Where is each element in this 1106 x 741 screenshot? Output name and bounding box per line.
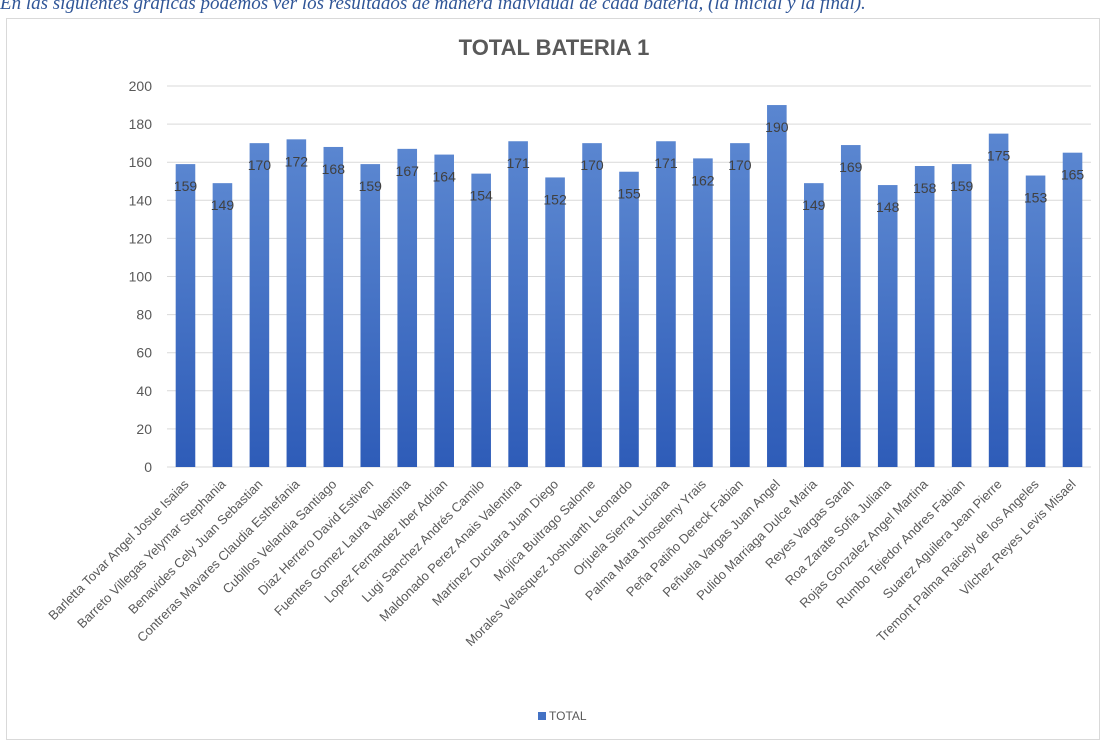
data-label: 158 (913, 180, 937, 196)
data-label: 159 (950, 178, 974, 194)
bar (323, 146, 344, 467)
y-tick-label: 160 (129, 154, 153, 170)
data-label: 175 (987, 148, 1011, 164)
bar-chart: TOTAL BATERIA 1 0 20 40 60 80 100 120 140 160 180… (45, 35, 1091, 723)
page-caption: En las siguientes gráficas podemos ver l… (0, 0, 866, 14)
legend: TOTAL (538, 709, 587, 723)
bar (804, 183, 824, 467)
data-label: 172 (285, 153, 309, 169)
chart-title: TOTAL BATERIA 1 (459, 35, 650, 60)
bar (1025, 175, 1046, 467)
bar (582, 143, 602, 467)
bar (508, 141, 528, 467)
bar-series (175, 105, 1083, 468)
data-label: 162 (691, 172, 715, 188)
data-label: 190 (765, 119, 789, 135)
chart-area: TOTAL BATERIA 1 0 20 40 60 80 100 120 140 160 180… (6, 18, 1100, 740)
bar (360, 164, 381, 468)
bar (434, 154, 454, 467)
data-label: 171 (506, 155, 530, 171)
data-labels: 159 149 170 172 168 159 167 164 154 171 152 170 155 1… (174, 119, 1085, 215)
bar (656, 141, 676, 467)
data-label: 165 (1061, 167, 1085, 183)
y-tick-label: 60 (136, 345, 152, 361)
bar (471, 173, 491, 467)
legend-swatch (538, 712, 546, 720)
data-label: 169 (839, 159, 863, 175)
y-tick-label: 200 (129, 78, 153, 94)
bar (545, 177, 565, 467)
x-tick-label: Benavides Cely Juan Sebastian (125, 477, 265, 617)
bar (840, 145, 861, 467)
data-label: 164 (433, 169, 457, 185)
data-label: 159 (359, 178, 383, 194)
data-label: 168 (322, 161, 346, 177)
bar (988, 133, 1009, 467)
y-tick-label: 140 (129, 192, 153, 208)
bar (212, 183, 233, 467)
y-tick-label: 0 (144, 459, 152, 475)
data-label: 148 (876, 199, 900, 215)
data-label: 170 (248, 157, 272, 173)
data-label: 152 (543, 191, 567, 207)
legend-label: TOTAL (549, 709, 587, 723)
data-label: 154 (469, 188, 493, 204)
y-tick-label: 20 (136, 421, 152, 437)
bar (951, 164, 972, 468)
data-label: 171 (654, 155, 678, 171)
bar (397, 148, 418, 468)
bar (619, 171, 639, 467)
data-label: 167 (396, 163, 420, 179)
x-axis-ticks: Barletta Tovar Angel Josue IsaiasBarreto… (45, 476, 1078, 649)
bar (877, 185, 898, 467)
y-tick-label: 120 (129, 230, 153, 246)
bar (767, 105, 787, 468)
data-label: 149 (211, 197, 235, 213)
y-tick-label: 100 (129, 269, 153, 285)
y-tick-label: 180 (129, 116, 153, 132)
y-tick-label: 80 (136, 307, 152, 323)
data-label: 153 (1024, 190, 1048, 206)
data-label: 155 (617, 186, 641, 202)
data-label: 159 (174, 178, 198, 194)
bar (730, 143, 750, 467)
bar (1062, 152, 1083, 468)
y-axis-ticks: 0 20 40 60 80 100 120 140 160 180 200 (129, 78, 153, 475)
data-label: 170 (580, 157, 604, 173)
bar (693, 158, 713, 467)
x-tick-label: Barreto Villegas Yelymar Stephania (74, 476, 229, 631)
bar (249, 143, 270, 467)
y-tick-label: 40 (136, 383, 152, 399)
bar (175, 164, 196, 468)
data-label: 170 (728, 157, 752, 173)
bar (286, 139, 307, 467)
bar (914, 166, 935, 467)
data-label: 149 (802, 197, 826, 213)
